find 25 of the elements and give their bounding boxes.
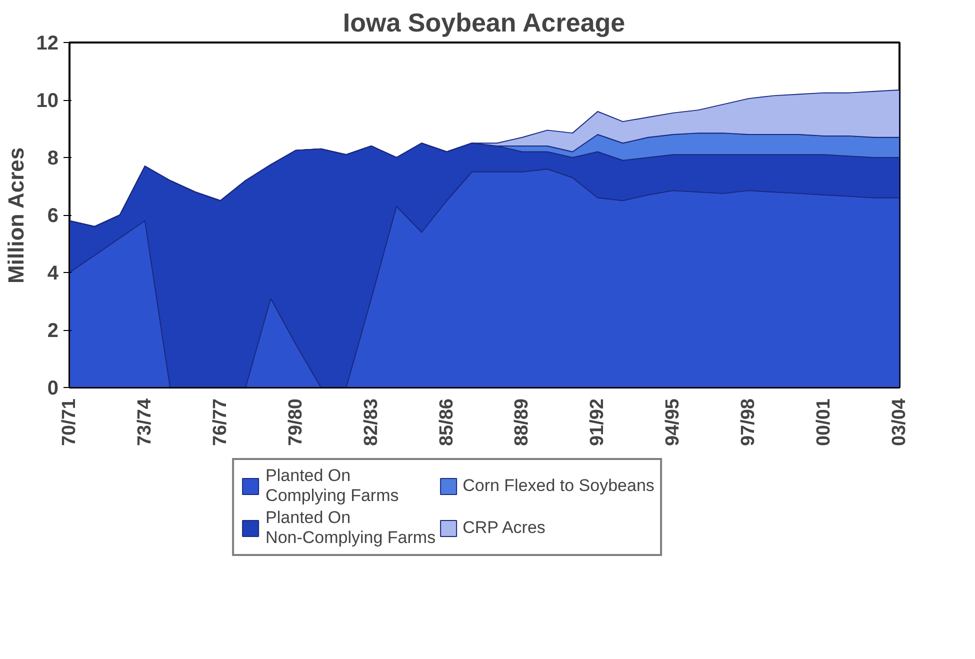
x-tick-label: 00/01: [814, 398, 835, 446]
x-tick-label: 82/83: [360, 398, 382, 446]
x-tick-label: 76/77: [210, 398, 231, 446]
x-tick-label: 97/98: [738, 398, 760, 446]
chart-title: Iowa Soybean Acreage: [342, 8, 626, 38]
y-tick-label: 2: [47, 320, 58, 342]
x-tick-label: 88/89: [512, 398, 533, 446]
x-tick-label: 91/92: [587, 398, 608, 446]
y-tick-label: 10: [36, 90, 59, 112]
x-tick-label: 03/04: [889, 398, 910, 446]
legend-label: Planted On Complying Farms: [266, 466, 399, 506]
y-tick-label: 8: [47, 148, 58, 170]
legend-label: Planted On Non-Complying Farms: [266, 508, 436, 548]
y-tick-label: 12: [36, 32, 59, 54]
y-tick-label: 6: [47, 205, 58, 227]
y-axis-title: Million Acres: [3, 147, 28, 284]
legend-label: CRP Acres: [462, 516, 546, 538]
y-tick-label: 0: [47, 378, 58, 400]
x-tick-label: 85/86: [436, 398, 458, 446]
legend-label: Corn Flexed to Soybeans: [462, 474, 654, 496]
x-tick-label: 94/95: [662, 398, 684, 446]
x-tick-label: 79/80: [285, 398, 306, 446]
x-tick-label: 73/74: [134, 398, 156, 446]
x-tick-label: 70/71: [59, 398, 80, 446]
y-tick-label: 4: [47, 262, 60, 284]
